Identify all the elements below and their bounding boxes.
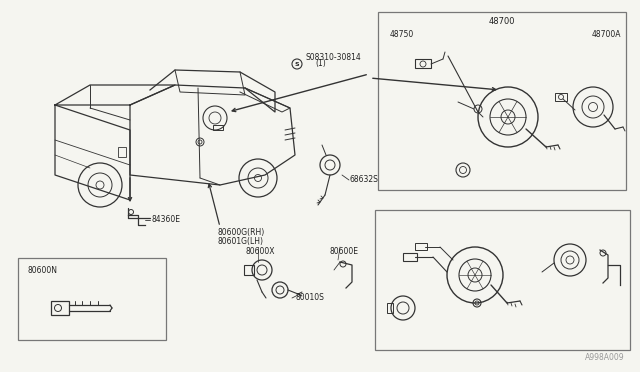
Text: 48700A: 48700A — [591, 30, 621, 39]
Text: S08310-30814: S08310-30814 — [306, 53, 362, 62]
Text: 80600X: 80600X — [246, 247, 275, 256]
Bar — [213, 125, 223, 130]
Bar — [118, 147, 126, 157]
Text: 80600G(RH): 80600G(RH) — [218, 228, 265, 237]
Bar — [387, 303, 393, 313]
Text: (1): (1) — [315, 59, 326, 68]
Bar — [375, 210, 630, 350]
Bar — [415, 59, 431, 68]
Text: S: S — [294, 61, 300, 67]
Text: 80600E: 80600E — [330, 247, 359, 256]
Text: 48750: 48750 — [390, 30, 414, 39]
Bar — [415, 243, 427, 250]
Bar — [18, 258, 166, 340]
Bar — [555, 93, 567, 101]
Text: 80010S: 80010S — [295, 294, 324, 302]
Text: 84360E: 84360E — [152, 215, 181, 224]
Bar — [244, 265, 254, 275]
Text: 80601G(LH): 80601G(LH) — [218, 237, 264, 246]
Bar — [378, 12, 626, 190]
Text: 80600N: 80600N — [28, 266, 58, 275]
Text: A998A009: A998A009 — [586, 353, 625, 362]
Text: 68632S: 68632S — [350, 176, 379, 185]
Bar — [403, 253, 417, 261]
Text: 48700: 48700 — [489, 17, 515, 26]
Bar — [51, 301, 69, 315]
